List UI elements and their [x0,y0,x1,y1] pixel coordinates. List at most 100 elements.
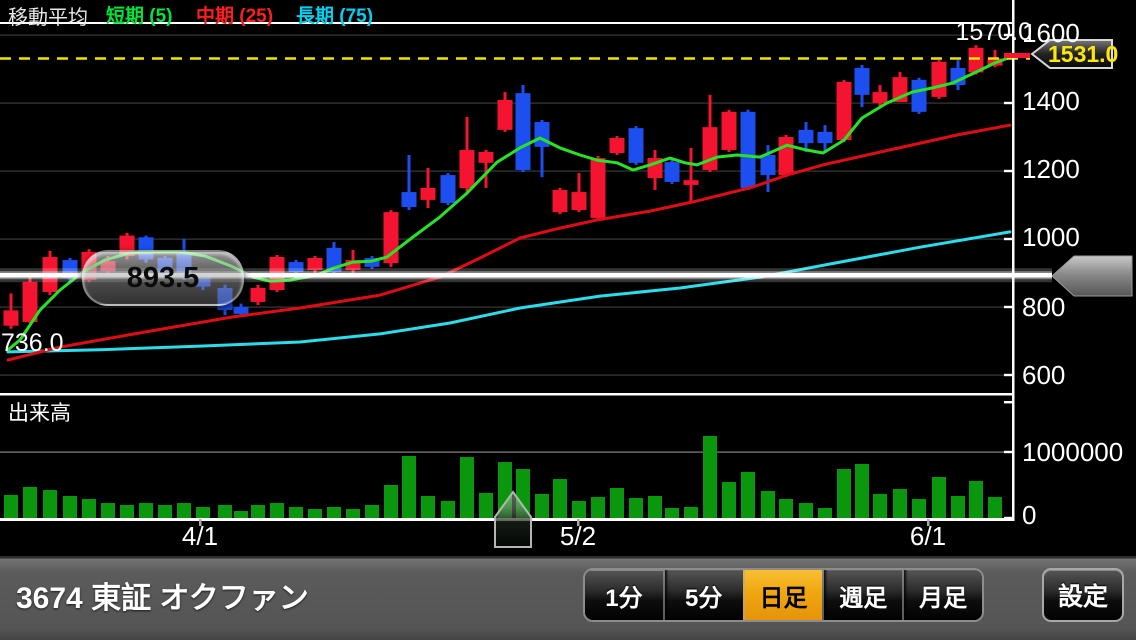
candle-body [683,180,699,185]
volume-bar [722,482,736,518]
candle-body [760,155,776,176]
volume-bar [460,457,474,518]
candle-body [571,192,587,211]
volume-tick [1004,401,1013,404]
candle-wick [484,149,488,188]
date-tick [927,519,930,526]
tab-monthly[interactable]: 月足 [902,570,982,620]
candle-body [401,192,417,208]
volume-bar [421,496,435,518]
volume-bar [289,506,303,518]
settings-button[interactable]: 設定 [1042,568,1124,622]
volume-bar [308,509,322,518]
volume-bar [43,490,57,518]
volume-bar [196,506,210,518]
candle-body [288,262,304,272]
volume-bar [855,464,869,518]
volume-bar [703,436,717,518]
price-label-800: 800 [1022,292,1066,322]
current-price-tick [1004,53,1030,58]
tab-daily[interactable]: 日足 [742,570,823,620]
date-tick [199,519,202,526]
date-label-jun: 6/1 [909,521,947,551]
price-tick [1004,305,1013,309]
volume-gridline [0,451,1012,453]
volume-bar [346,509,360,518]
volume-bar [384,485,398,518]
volume-label-0: 0 [1022,500,1037,530]
chart-canvas[interactable] [0,0,1136,556]
legend-ma-mid: 中期 (25) [196,6,274,27]
volume-bar [665,507,679,518]
price-gridline [0,34,1012,36]
current-price-badge [1030,39,1113,69]
candle-body [250,287,266,302]
price-gridline [0,374,1012,376]
volume-bar [572,500,586,518]
volume-bar [251,504,265,518]
volume-bar [101,503,115,518]
candle-body [854,67,870,95]
volume-bar [629,498,643,518]
volume-bar [799,503,813,518]
price-gridline [0,306,1012,308]
high-price-annotation: 1570.0 [955,18,1032,46]
scrubber-handle[interactable] [494,490,532,548]
candle-body [552,190,568,213]
volume-bar [893,489,907,518]
volume-bar [218,504,232,518]
tab-1min[interactable]: 1分 [585,570,663,620]
volume-tick [1004,516,1013,520]
volume-bar [234,511,248,518]
volume-bar [177,503,191,518]
candle-body [817,131,833,144]
candle-wick [540,120,544,178]
timeframe-segmented-control: 1分 5分 日足 週足 月足 [583,568,984,622]
tab-5min[interactable]: 5分 [662,570,743,620]
candle-body [459,149,475,188]
price-tick [1004,169,1013,173]
volume-bar [120,504,134,518]
price-label-600: 600 [1022,360,1066,390]
volume-bar [441,500,455,518]
candle-body [968,47,984,73]
candle-body [740,111,756,188]
panel-divider [0,393,1014,396]
volume-bar [932,477,946,518]
volume-bar [139,503,153,518]
candle-body [478,151,494,163]
date-label-apr: 4/1 [181,521,219,551]
tab-weekly[interactable]: 週足 [822,570,903,620]
stock-title: 3674 東証 オクファン [16,582,309,615]
candle-body [872,92,888,103]
price-label-1200: 1200 [1022,154,1080,184]
volume-bar [4,494,18,518]
price-label-1400: 1400 [1022,86,1080,116]
candle-body [307,258,323,270]
price-gridline [0,238,1012,240]
y-axis-line [1012,0,1015,521]
volume-bar [158,504,172,518]
volume-bar [82,498,96,518]
candle-body [628,128,644,163]
volume-bar [23,486,37,518]
volume-bar [535,493,549,518]
candle-body [721,111,737,150]
volume-bar [402,456,416,518]
volume-bar [270,503,284,518]
volume-bar [610,487,624,518]
candle-body [931,61,947,97]
hline-price-bubble: 893.5 [82,250,244,306]
ma-mid-line [6,123,1012,362]
current-price-label: 1531.0 [1048,41,1119,67]
candle-body [420,188,436,200]
legend-title: 移動平均 [8,7,88,29]
candle-body [515,93,531,170]
volume-panel-title: 出来高 [8,402,71,425]
volume-bar [837,469,851,518]
price-tick [1004,373,1013,377]
volume-bar [591,497,605,518]
candle-body [345,260,361,270]
volume-bar [479,492,493,518]
